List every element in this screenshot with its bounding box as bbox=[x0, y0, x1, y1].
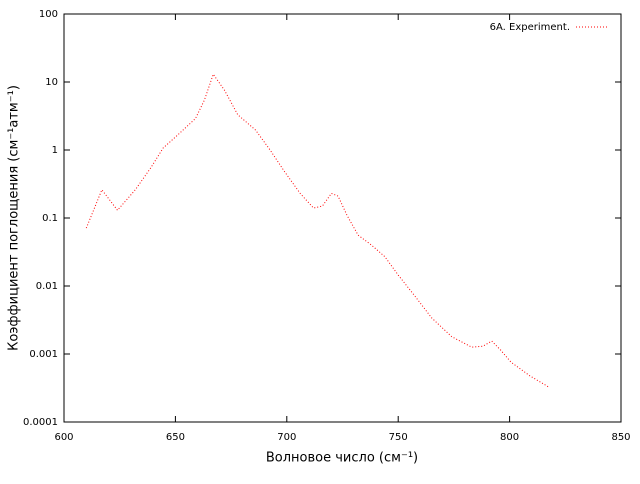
x-tick-label: 600 bbox=[54, 432, 73, 443]
x-tick-label: 850 bbox=[611, 432, 630, 443]
plot-frame bbox=[63, 13, 622, 423]
y-tick-label: 0.1 bbox=[42, 213, 58, 224]
y-tick-label: 0.01 bbox=[36, 281, 58, 292]
y-tick-label: 0.0001 bbox=[23, 417, 58, 428]
x-tick-label: 800 bbox=[500, 432, 519, 443]
data-line bbox=[85, 73, 550, 389]
y-tick-label: 100 bbox=[39, 9, 58, 20]
y-tick-label: 0.001 bbox=[29, 349, 58, 360]
y-tick-label: 1 bbox=[52, 145, 58, 156]
x-axis-label: Волновое число (см⁻¹) bbox=[266, 451, 418, 466]
y-axis-label: Коэффициент поглощения (см⁻¹атм⁻¹) bbox=[7, 85, 22, 351]
x-tick-label: 650 bbox=[166, 432, 185, 443]
x-tick-label: 700 bbox=[277, 432, 296, 443]
y-tick-label: 10 bbox=[45, 77, 58, 88]
legend-label: 6A. Experiment. bbox=[490, 22, 570, 33]
x-tick-label: 750 bbox=[389, 432, 408, 443]
